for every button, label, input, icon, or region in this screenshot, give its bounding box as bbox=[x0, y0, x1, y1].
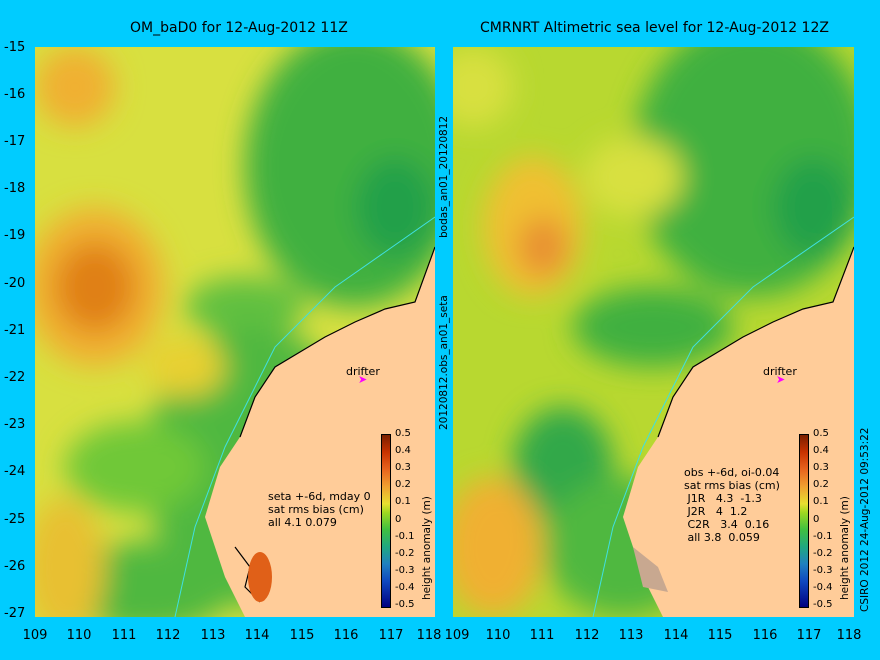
x-tick: 113 bbox=[200, 628, 226, 643]
x-tick: 117 bbox=[378, 628, 404, 643]
right-annotation: obs +-6d, oi-0.04 sat rms bias (cm) J1R … bbox=[684, 466, 780, 544]
right-map bbox=[453, 47, 854, 617]
colorbar-tick: -0.4 bbox=[813, 582, 833, 593]
left-drifter-arrow-icon: ➤ bbox=[358, 373, 368, 386]
x-tick: 111 bbox=[111, 628, 137, 643]
x-tick: 116 bbox=[333, 628, 359, 643]
left-drifter-label: drifter bbox=[346, 365, 380, 378]
colorbar-tick: -0.5 bbox=[395, 599, 415, 610]
colorbar-tick: 0.4 bbox=[395, 445, 411, 456]
colorbar-tick: -0.4 bbox=[395, 582, 415, 593]
x-tick: 115 bbox=[289, 628, 315, 643]
colorbar-tick: -0.5 bbox=[813, 599, 833, 610]
x-tick: 116 bbox=[752, 628, 778, 643]
colorbar-tick: 0.3 bbox=[395, 462, 411, 473]
x-tick: 114 bbox=[244, 628, 270, 643]
left-colorbar bbox=[381, 434, 391, 608]
colorbar-tick: 0.3 bbox=[813, 462, 829, 473]
middle-label-top: bodas_an01_20120812 bbox=[438, 115, 450, 238]
right-drifter-arrow-icon: ➤ bbox=[776, 373, 786, 386]
y-tick: -26 bbox=[4, 559, 26, 574]
left-title: OM_baD0 for 12-Aug-2012 11Z bbox=[130, 20, 348, 36]
colorbar-tick: 0.5 bbox=[813, 428, 829, 439]
x-tick: 110 bbox=[485, 628, 511, 643]
x-tick: 115 bbox=[707, 628, 733, 643]
colorbar-tick: -0.2 bbox=[395, 548, 415, 559]
y-tick: -20 bbox=[4, 276, 26, 291]
colorbar-tick: -0.2 bbox=[813, 548, 833, 559]
right-drifter-label: drifter bbox=[763, 365, 797, 378]
x-tick: 113 bbox=[618, 628, 644, 643]
right-title: CMRNRT Altimetric sea level for 12-Aug-2… bbox=[480, 20, 829, 36]
colorbar-tick: 0.1 bbox=[395, 496, 411, 507]
x-tick: 109 bbox=[444, 628, 470, 643]
x-tick: 109 bbox=[22, 628, 48, 643]
x-tick: 112 bbox=[574, 628, 600, 643]
left-annotation: seta +-6d, mday 0 sat rms bias (cm) all … bbox=[268, 490, 371, 529]
y-tick: -21 bbox=[4, 323, 26, 338]
x-tick: 110 bbox=[66, 628, 92, 643]
y-tick: -23 bbox=[4, 417, 26, 432]
y-tick: -16 bbox=[4, 87, 26, 102]
colorbar-tick: 0.2 bbox=[395, 479, 411, 490]
y-tick: -24 bbox=[4, 464, 26, 479]
middle-label-bottom: 20120812.obs_an01_seta bbox=[438, 295, 450, 430]
y-tick: -18 bbox=[4, 181, 26, 196]
colorbar-tick: 0.4 bbox=[813, 445, 829, 456]
y-tick: -27 bbox=[4, 606, 26, 621]
colorbar-tick: 0.1 bbox=[813, 496, 829, 507]
colorbar-tick: -0.1 bbox=[813, 531, 833, 542]
right-colorbar bbox=[799, 434, 809, 608]
x-tick: 114 bbox=[663, 628, 689, 643]
credit-text: CSIRO 2012 24-Aug-2012 09:53:22 bbox=[859, 427, 871, 612]
colorbar-tick: 0 bbox=[395, 514, 402, 525]
y-tick: -25 bbox=[4, 512, 26, 527]
x-tick: 111 bbox=[529, 628, 555, 643]
colorbar-tick: -0.3 bbox=[395, 565, 415, 576]
colorbar-tick: 0.5 bbox=[395, 428, 411, 439]
y-tick: -22 bbox=[4, 370, 26, 385]
x-tick: 112 bbox=[155, 628, 181, 643]
left-colorbar-label: height anomaly (m) bbox=[421, 496, 433, 600]
y-tick: -17 bbox=[4, 134, 26, 149]
x-tick: 118 bbox=[836, 628, 862, 643]
right-colorbar-label: height anomaly (m) bbox=[839, 496, 851, 600]
y-tick: -19 bbox=[4, 228, 26, 243]
colorbar-tick: 0.2 bbox=[813, 479, 829, 490]
left-map bbox=[35, 47, 435, 617]
colorbar-tick: 0 bbox=[813, 514, 820, 525]
x-tick: 117 bbox=[796, 628, 822, 643]
colorbar-tick: -0.3 bbox=[813, 565, 833, 576]
y-tick: -15 bbox=[4, 40, 26, 55]
x-tick: 118 bbox=[416, 628, 442, 643]
colorbar-tick: -0.1 bbox=[395, 531, 415, 542]
